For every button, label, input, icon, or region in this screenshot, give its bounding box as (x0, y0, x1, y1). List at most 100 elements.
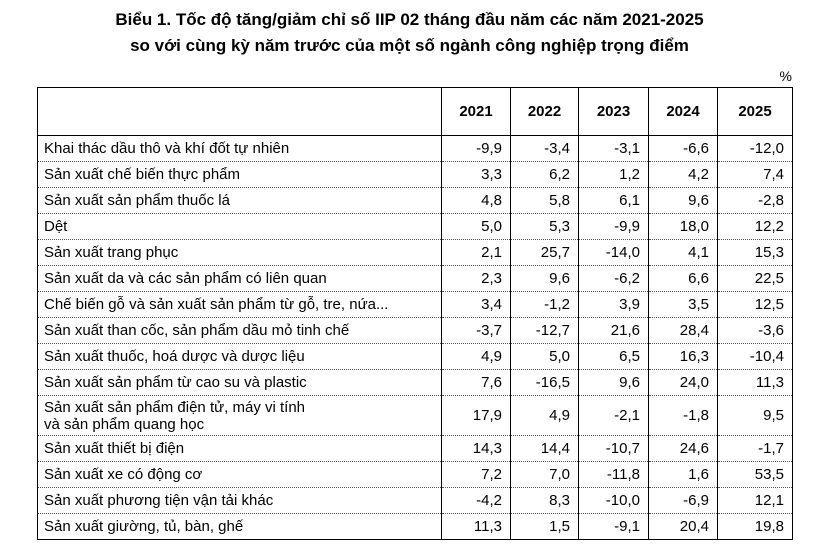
header-cell: 2021 (441, 87, 511, 136)
cell: 15,3 (717, 239, 793, 266)
data-table: 2021 2022 2023 2024 2025 Khai thác dầu thô v… (37, 87, 793, 540)
cell: 3,4 (441, 291, 511, 318)
cell: 2,1 (441, 239, 511, 266)
cell: 14,3 (441, 435, 511, 462)
table-row: Sản xuất xe có động cơ 7,2 7,0 -11,8 1,6 53,5 (37, 461, 793, 488)
cell: 2,3 (441, 265, 511, 292)
cell: 24,0 (648, 369, 718, 396)
cell: -2,1 (578, 395, 649, 436)
cell: 11,3 (717, 369, 793, 396)
cell: 9,6 (578, 369, 649, 396)
cell: -1,2 (510, 291, 579, 318)
cell: 7,6 (441, 369, 511, 396)
cell: -9,9 (441, 135, 511, 162)
header-cell: 2023 (578, 87, 649, 136)
row-label: Sản xuất xe có động cơ (37, 461, 442, 488)
cell: 14,4 (510, 435, 579, 462)
cell: 20,4 (648, 513, 718, 540)
cell: 4,8 (441, 187, 511, 214)
cell: 1,5 (510, 513, 579, 540)
cell: -1,7 (717, 435, 793, 462)
cell: -4,2 (441, 487, 511, 514)
cell: 1,2 (578, 161, 649, 188)
cell: -9,9 (578, 213, 649, 240)
cell: 3,5 (648, 291, 718, 318)
cell: 24,6 (648, 435, 718, 462)
row-label: Sản xuất giường, tủ, bàn, ghế (37, 513, 442, 540)
row-label: Sản xuất sản phẩm điện tử, máy vi tính v… (37, 395, 442, 436)
table-row: Sản xuất sản phẩm từ cao su và plastic 7,… (37, 369, 793, 396)
cell: -9,1 (578, 513, 649, 540)
row-label: Sản xuất thuốc, hoá dược và dược liệu (37, 343, 442, 370)
cell: 12,2 (717, 213, 793, 240)
cell: 28,4 (648, 317, 718, 344)
table-row: Sản xuất giường, tủ, bàn, ghế 11,3 1,5 -9,1… (37, 513, 793, 540)
cell: 7,2 (441, 461, 511, 488)
cell: 6,5 (578, 343, 649, 370)
cell: 9,6 (510, 265, 579, 292)
cell: 5,0 (510, 343, 579, 370)
title-line: Biểu 1. Tốc độ tăng/giảm chỉ số IIP 02 t… (115, 10, 704, 29)
cell: -3,6 (717, 317, 793, 344)
cell: 18,0 (648, 213, 718, 240)
cell: -3,4 (510, 135, 579, 162)
header-row: 2021 2022 2023 2024 2025 (37, 87, 793, 136)
cell: 12,1 (717, 487, 793, 514)
cell: 3,3 (441, 161, 511, 188)
cell: -14,0 (578, 239, 649, 266)
cell: -6,6 (648, 135, 718, 162)
cell: 21,6 (578, 317, 649, 344)
cell: -12,0 (717, 135, 793, 162)
cell: 16,3 (648, 343, 718, 370)
cell: 7,0 (510, 461, 579, 488)
row-label: Sản xuất chế biến thực phẩm (37, 161, 442, 188)
cell: 9,5 (717, 395, 793, 436)
table-row: Sản xuất phương tiện vận tải khác -4,2 8,3… (37, 487, 793, 514)
table-row: Sản xuất chế biến thực phẩm 3,3 6,2 1,2 4,2 7… (37, 161, 793, 188)
cell: -16,5 (510, 369, 579, 396)
title-line: so với cùng kỳ năm trước của một số ngàn… (130, 36, 689, 55)
row-label: Sản xuất sản phẩm thuốc lá (37, 187, 442, 214)
row-label: Chế biến gỗ và sản xuất sản phẩm từ gỗ, … (37, 291, 442, 318)
table-row: Sản xuất sản phẩm thuốc lá 4,8 5,8 6,1 9,6 -2… (37, 187, 793, 214)
cell: -3,7 (441, 317, 511, 344)
cell: -10,4 (717, 343, 793, 370)
table-row: Dệt 5,0 5,3 -9,9 18,0 12,2 (37, 213, 793, 240)
table-row: Sản xuất thiết bị điện 14,3 14,4 -10,7 24,6-… (37, 435, 793, 462)
cell: 6,1 (578, 187, 649, 214)
cell: -6,2 (578, 265, 649, 292)
row-label: Dệt (37, 213, 442, 240)
cell: 11,3 (441, 513, 511, 540)
row-label: Sản xuất than cốc, sản phẩm dầu mỏ tinh … (37, 317, 442, 344)
cell: 4,9 (510, 395, 579, 436)
cell: 4,1 (648, 239, 718, 266)
cell: -6,9 (648, 487, 718, 514)
cell: 5,8 (510, 187, 579, 214)
cell: 19,8 (717, 513, 793, 540)
row-label: Sản xuất phương tiện vận tải khác (37, 487, 442, 514)
cell: 6,2 (510, 161, 579, 188)
cell: 3,9 (578, 291, 649, 318)
table-row: Sản xuất sản phẩm điện tử, máy vi tính v… (37, 395, 793, 436)
cell: 22,5 (717, 265, 793, 292)
row-label: Khai thác dầu thô và khí đốt tự nhiên (37, 135, 442, 162)
table-row: Sản xuất trang phục 2,1 25,7 -14,0 4,1 15,3 (37, 239, 793, 266)
header-cell (37, 87, 442, 136)
cell: 4,9 (441, 343, 511, 370)
cell: 7,4 (717, 161, 793, 188)
unit: % (779, 68, 792, 84)
cell: -1,8 (648, 395, 718, 436)
table-row: Sản xuất da và các sản phẩm có liên quan… (37, 265, 793, 292)
cell: -10,0 (578, 487, 649, 514)
title: Biểu 1. Tốc độ tăng/giảm chỉ số IIP 02 t… (0, 7, 819, 59)
cell: 4,2 (648, 161, 718, 188)
cell: -3,1 (578, 135, 649, 162)
cell: 17,9 (441, 395, 511, 436)
header-cell: 2024 (648, 87, 718, 136)
table-row: Khai thác dầu thô và khí đốt tự nhiên -9,… (37, 135, 793, 162)
table-row: Sản xuất than cốc, sản phẩm dầu mỏ tinh … (37, 317, 793, 344)
row-label: Sản xuất thiết bị điện (37, 435, 442, 462)
cell: 8,3 (510, 487, 579, 514)
cell: 12,5 (717, 291, 793, 318)
